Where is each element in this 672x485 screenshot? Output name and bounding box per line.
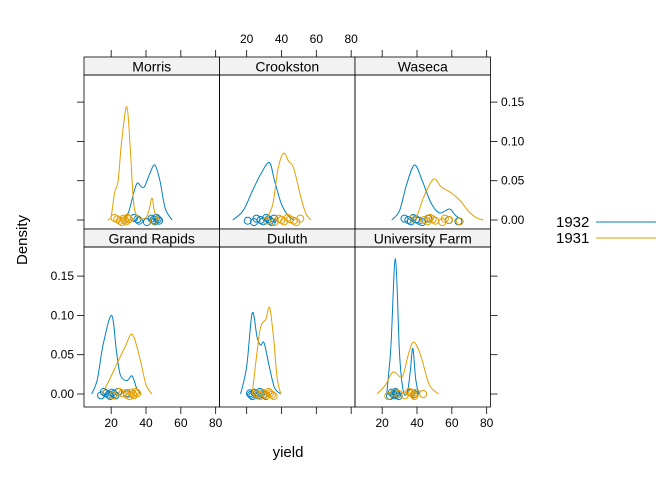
density-curve-1931 — [107, 106, 161, 221]
panel-frame — [354, 74, 491, 230]
rug-point-1931 — [440, 214, 449, 223]
x-tick-label-bottom: 20 — [375, 416, 389, 430]
density-curve-1932 — [91, 314, 141, 395]
strip-label: University Farm — [374, 231, 472, 247]
panel-duluth: Duluth — [219, 228, 356, 408]
panel-university-farm: University Farm — [354, 228, 491, 408]
panel-crookston: Crookston — [219, 56, 356, 230]
x-tick-label-bottom: 80 — [480, 416, 494, 430]
y-tick-label-right: 0.00 — [501, 213, 525, 227]
rug-point-1931 — [390, 388, 399, 397]
rug-point-1932 — [142, 218, 151, 227]
rug-point-1931 — [455, 217, 464, 226]
rug-point-1931 — [127, 388, 136, 397]
panel-waseca: Waseca — [354, 56, 491, 230]
x-tick-label-top: 60 — [310, 32, 324, 46]
rug-point-1932 — [153, 215, 162, 224]
density-curve-1932 — [391, 164, 463, 221]
x-tick-label-bottom: 60 — [174, 416, 188, 430]
strip-label: Morris — [132, 59, 171, 75]
rug-point-1931 — [123, 213, 132, 222]
rug-point-1932 — [252, 214, 261, 223]
density-curve-1932 — [232, 162, 294, 221]
rug-point-1931 — [407, 389, 416, 398]
density-curve-1932 — [122, 164, 173, 221]
panel-frame — [219, 246, 356, 408]
panel-grand-rapids: Grand Rapids — [83, 228, 220, 408]
rug-point-1931 — [408, 214, 417, 223]
rug-point-1932 — [245, 389, 254, 398]
rug-point-1931 — [149, 216, 158, 225]
y-tick-label-left: 0.15 — [51, 269, 75, 283]
legend: 1932 1931 — [556, 214, 656, 247]
strip-label: Duluth — [267, 231, 307, 247]
density-curve-1932 — [386, 258, 420, 396]
rug-point-1931 — [115, 387, 124, 396]
y-tick-label-right: 0.05 — [501, 174, 525, 188]
rug-point-1932 — [418, 218, 427, 227]
rug-point-1932 — [266, 216, 275, 225]
x-tick-label-top: 20 — [240, 32, 254, 46]
rug-point-1931 — [119, 214, 128, 223]
x-axis-label: yield — [273, 444, 304, 461]
y-tick-label-right: 0.15 — [501, 95, 525, 109]
x-tick-label-bottom: 20 — [104, 416, 118, 430]
rug-point-1932 — [243, 216, 252, 225]
rug-point-1932 — [99, 387, 108, 396]
panel-morris: Morris — [83, 56, 220, 230]
x-tick-label-bottom: 80 — [209, 416, 223, 430]
density-curve-1931 — [265, 152, 312, 221]
density-curve-1931 — [251, 306, 282, 395]
rug-point-1931 — [296, 214, 305, 223]
y-axis-label: Density — [14, 214, 31, 265]
rug-point-1932 — [152, 213, 161, 222]
panel-frame — [219, 74, 356, 230]
rug-point-1931 — [419, 390, 428, 398]
x-tick-label-top: 40 — [275, 32, 289, 46]
rug-point-1931 — [445, 216, 454, 224]
rug-point-1932 — [270, 214, 279, 223]
x-tick-label-bottom: 40 — [410, 416, 424, 430]
legend-label-1932: 1932 — [556, 214, 589, 231]
density-curve-1932 — [240, 311, 282, 395]
strip-label: Waseca — [398, 59, 448, 75]
rug-point-1931 — [394, 390, 403, 398]
rug-point-1931 — [118, 389, 127, 398]
density-curve-1931 — [409, 178, 484, 221]
axes: 20 20 20 40 40 40 60 60 60 80 80 80 0.00 0.00 0.05 0.05… — [51, 32, 525, 430]
strip-label: Crookston — [255, 59, 319, 75]
rug-point-1931 — [128, 390, 137, 398]
x-tick-label-top: 80 — [344, 32, 358, 46]
rug-point-1932 — [155, 216, 164, 225]
density-curve-1931 — [101, 333, 153, 395]
y-tick-label-left: 0.05 — [51, 348, 75, 362]
panel-frame — [83, 74, 220, 230]
rug-point-1931 — [131, 387, 140, 396]
rug-point-1931 — [267, 390, 276, 399]
x-tick-label-bottom: 60 — [445, 416, 459, 430]
rug-point-1931 — [269, 392, 278, 401]
rug-point-1931 — [124, 215, 133, 224]
rug-point-1931 — [384, 392, 393, 401]
rug-point-1931 — [133, 389, 142, 398]
x-tick-label-bottom: 40 — [139, 416, 153, 430]
panel-frame — [83, 246, 220, 408]
y-tick-label-left: 0.10 — [51, 308, 75, 322]
rug-point-1931 — [108, 391, 117, 400]
legend-label-1931: 1931 — [556, 230, 589, 247]
density-curve-1931 — [376, 341, 439, 395]
rug-point-1931 — [252, 389, 261, 398]
rug-point-1931 — [409, 390, 418, 399]
rug-point-1932 — [400, 214, 409, 223]
rug-point-1931 — [262, 216, 271, 225]
strip-label: Grand Rapids — [109, 231, 195, 247]
y-tick-label-left: 0.00 — [51, 387, 75, 401]
y-tick-label-right: 0.10 — [501, 134, 525, 148]
panel-frame — [354, 246, 491, 408]
rug-point-1932 — [109, 390, 118, 398]
panels: Morris Crookston Waseca Grand Rapids Duluth U… — [51, 32, 525, 430]
rug-point-1932 — [262, 213, 271, 222]
